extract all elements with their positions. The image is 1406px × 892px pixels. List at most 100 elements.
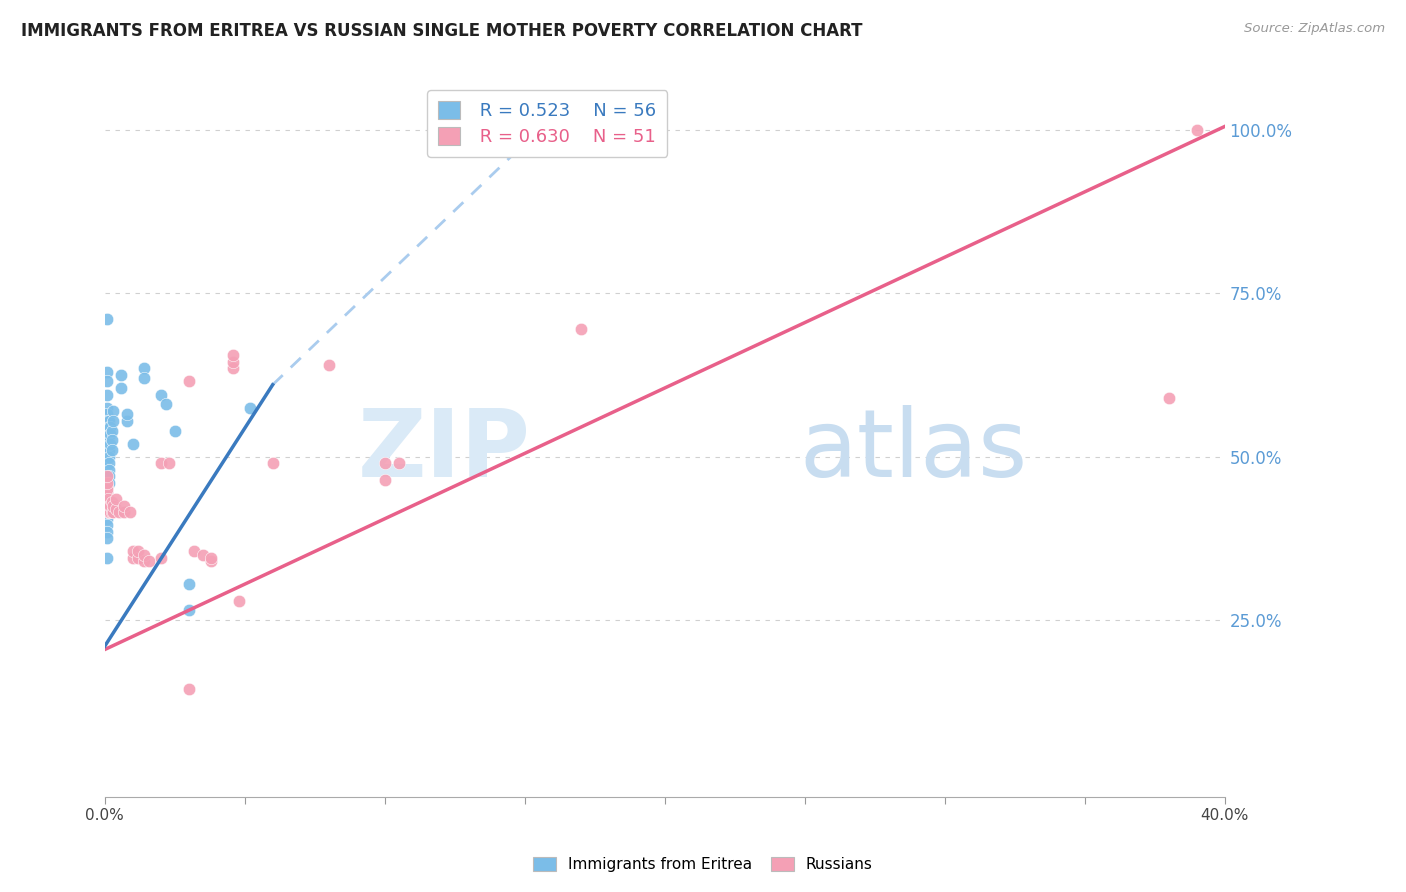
Point [155,397,177,411]
Point [222,348,245,362]
Point [177,681,200,696]
Point [96,483,118,497]
Point [318,358,340,372]
Point [115,414,138,428]
Point [96,492,118,507]
Point [96,479,118,493]
Point [104,492,127,507]
Point [262,456,284,470]
Point [96,453,118,467]
Point [138,554,160,568]
Point [104,502,127,516]
Point [96,414,118,428]
Text: Source: ZipAtlas.com: Source: ZipAtlas.com [1244,22,1385,36]
Point [98,499,121,513]
Point [149,456,172,470]
Point [96,485,118,500]
Point [100,495,122,509]
Point [96,407,118,421]
Point [1157,391,1180,405]
Point [177,577,200,591]
Point [96,387,118,401]
Point [101,404,124,418]
Point [118,505,141,519]
Legend:  R = 0.523    N = 56,  R = 0.630    N = 51: R = 0.523 N = 56, R = 0.630 N = 51 [427,90,668,157]
Point [191,548,214,562]
Point [96,312,118,326]
Point [96,420,118,434]
Point [97,456,120,470]
Point [200,554,222,568]
Point [569,322,592,336]
Point [96,479,118,493]
Point [110,368,132,382]
Point [96,375,118,389]
Point [107,505,129,519]
Point [96,489,118,503]
Point [97,443,120,458]
Point [97,450,120,464]
Point [96,434,118,448]
Text: IMMIGRANTS FROM ERITREA VS RUSSIAN SINGLE MOTHER POVERTY CORRELATION CHART: IMMIGRANTS FROM ERITREA VS RUSSIAN SINGL… [21,22,863,40]
Point [132,361,155,376]
Point [97,499,120,513]
Point [115,407,138,421]
Point [121,551,143,566]
Point [96,518,118,533]
Point [98,426,121,441]
Point [96,473,118,487]
Point [183,544,205,558]
Point [110,381,132,395]
Point [222,361,245,376]
Point [97,414,120,428]
Point [101,505,124,519]
Point [96,440,118,454]
Point [177,603,200,617]
Point [97,499,120,513]
Point [112,505,135,519]
Point [132,371,155,385]
Point [127,544,149,558]
Point [100,443,122,458]
Point [101,499,124,513]
Point [97,469,120,483]
Point [228,593,250,607]
Point [222,355,245,369]
Point [121,544,143,558]
Point [127,551,149,566]
Point [121,436,143,450]
Point [97,463,120,477]
Point [96,505,118,519]
Point [100,505,122,519]
Point [96,551,118,566]
Text: ZIP: ZIP [357,406,530,498]
Point [98,505,121,519]
Point [98,436,121,450]
Point [96,469,118,483]
Point [96,466,118,480]
Point [374,456,396,470]
Point [112,499,135,513]
Point [239,401,262,415]
Point [96,485,118,500]
Point [374,473,396,487]
Point [149,551,172,566]
Point [96,499,118,513]
Point [101,414,124,428]
Point [132,548,155,562]
Point [96,524,118,539]
Point [98,420,121,434]
Point [97,475,120,490]
Point [96,532,118,546]
Point [96,426,118,441]
Text: atlas: atlas [799,406,1028,498]
Point [96,475,118,490]
Point [96,495,118,509]
Point [97,492,120,507]
Point [177,375,200,389]
Point [97,420,120,434]
Point [157,456,180,470]
Point [96,401,118,415]
Point [200,551,222,566]
Point [100,434,122,448]
